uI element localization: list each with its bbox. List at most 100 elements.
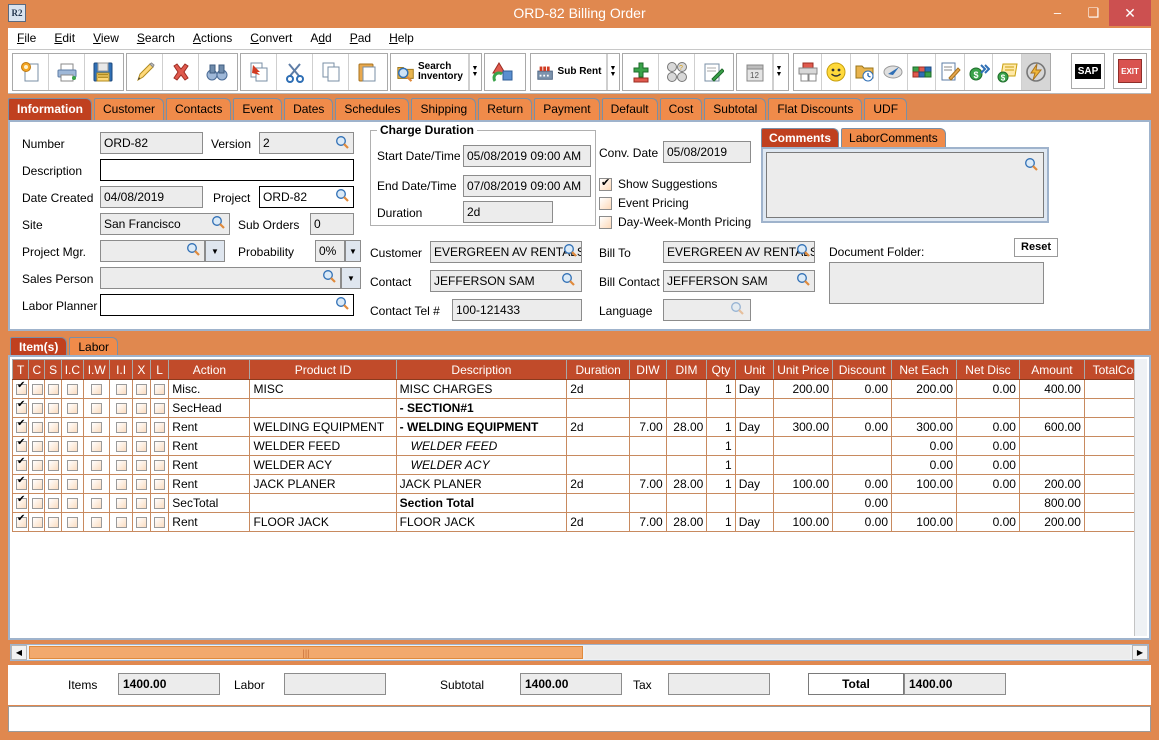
cell-discount[interactable]: 0.00 [832,417,893,437]
checkbox-icon[interactable] [115,517,127,529]
bill-to-search-icon[interactable] [796,243,811,258]
comments-search-icon[interactable] [1024,157,1039,172]
cell-unit-price[interactable] [773,493,834,513]
cut-paste-special-button[interactable] [241,54,277,90]
row-checkbox-cell[interactable] [60,493,85,513]
grid-header-description[interactable]: Description [395,359,568,380]
row-checkbox-cell[interactable] [60,398,85,418]
row-checkbox-cell[interactable] [12,493,30,513]
paste-button[interactable] [349,54,385,90]
cell-diw[interactable] [629,398,667,418]
cell-net-each[interactable]: 300.00 [891,417,957,437]
checkbox-icon[interactable] [135,384,147,396]
row-checkbox-cell[interactable] [131,455,152,475]
cell-net-each[interactable]: 0.00 [891,436,957,456]
cell-duration[interactable]: 2d [566,417,631,437]
cell-unit-price[interactable] [773,436,834,456]
cell-net-disc[interactable] [956,493,1020,513]
checkbox-icon[interactable] [66,403,78,415]
cell-diw[interactable] [629,436,667,456]
row-checkbox-cell[interactable] [150,417,170,437]
new-document-button[interactable] [13,54,49,90]
cell-dim[interactable]: 28.00 [665,512,708,532]
cell-net-each[interactable]: 0.00 [891,455,957,475]
cell-net-each[interactable]: 100.00 [891,474,957,494]
checkbox-icon[interactable] [91,384,103,396]
copy-button[interactable] [313,54,349,90]
cell-unit[interactable] [734,398,775,418]
checkbox-icon[interactable] [48,384,60,396]
grid-header-totalcos[interactable]: TotalCos [1083,359,1140,380]
document-folder-field[interactable] [829,262,1044,304]
row-checkbox-cell[interactable] [83,512,111,532]
row-checkbox-cell[interactable] [83,379,111,399]
grid-header-i-c[interactable]: I.C [60,359,85,380]
checkbox-icon[interactable] [154,422,166,434]
labor-planner-field[interactable] [100,294,354,316]
tab-subtotal[interactable]: Subtotal [704,98,767,120]
row-checkbox-cell[interactable] [60,512,85,532]
maximize-button[interactable]: ❑ [1087,5,1100,20]
calendar-dropdown-icon[interactable]: ▼ ▼ [773,54,784,90]
table-row[interactable]: SecHead - SECTION#1 [12,398,1140,418]
cell-net-disc[interactable]: 0.00 [956,417,1020,437]
checkbox-icon[interactable] [16,457,27,472]
project-search-icon[interactable] [335,188,350,203]
checkbox-icon[interactable] [16,514,27,529]
checkbox-icon[interactable] [135,460,147,472]
checkbox-icon[interactable] [154,403,166,415]
cell-description[interactable]: FLOOR JACK [395,512,568,532]
checkbox-icon[interactable] [115,422,127,434]
cell-description[interactable]: - WELDING EQUIPMENT [395,417,568,437]
tab-labor[interactable]: Labor [69,337,119,357]
cell-action[interactable]: Rent [168,455,251,475]
cell-action[interactable]: Rent [168,417,251,437]
grid-header-c[interactable]: C [28,359,46,380]
menu-item-view[interactable]: View [93,31,119,45]
cell-amount[interactable] [1018,455,1085,475]
grid-header-s[interactable]: S [44,359,62,380]
cell-description[interactable]: - SECTION#1 [395,398,568,418]
grid-header-discount[interactable]: Discount [832,359,893,380]
grid-header-net-each[interactable]: Net Each [891,359,957,380]
checkbox-icon[interactable] [32,479,44,491]
tab-default[interactable]: Default [601,98,658,120]
cell-action[interactable]: Rent [168,436,251,456]
cell-duration[interactable]: 2d [566,474,631,494]
probability-dropdown-icon[interactable]: ▼ [345,240,361,262]
row-checkbox-cell[interactable] [28,436,46,456]
checkbox-icon[interactable] [115,479,127,491]
row-checkbox-cell[interactable] [83,417,111,437]
cell-net-each[interactable]: 100.00 [891,512,957,532]
show-suggestions-checkbox[interactable] [599,176,612,191]
cell-action[interactable]: Rent [168,474,251,494]
row-checkbox-cell[interactable] [109,474,133,494]
menu-item-search[interactable]: Search [136,31,175,45]
cell-product-id[interactable]: MISC [249,379,397,399]
version-field[interactable]: 2 [259,132,354,154]
bill-to-field[interactable]: EVERGREEN AV RENTALS [663,241,815,263]
probability-field[interactable]: 0% [315,240,345,262]
grid-header-i-w[interactable]: I.W [83,359,111,380]
row-checkbox-cell[interactable] [44,417,62,437]
project-mgr-search-icon[interactable] [186,242,201,257]
grid-header-dim[interactable]: DIM [665,359,708,380]
folder-history-button[interactable] [851,54,880,90]
cut-button[interactable] [277,54,313,90]
send-button[interactable] [879,54,908,90]
cell-net-disc[interactable]: 0.00 [956,436,1020,456]
row-checkbox-cell[interactable] [12,455,30,475]
row-checkbox-cell[interactable] [44,455,62,475]
row-checkbox-cell[interactable] [131,417,152,437]
subtotal-field[interactable]: 1400.00 [520,673,622,695]
cell-amount[interactable]: 200.00 [1018,512,1085,532]
tab-payment[interactable]: Payment [534,98,600,120]
row-checkbox-cell[interactable] [60,436,85,456]
row-checkbox-cell[interactable] [28,474,46,494]
checkbox-icon[interactable] [48,498,60,510]
cell-duration[interactable] [566,436,631,456]
event-pricing-checkbox[interactable] [599,197,612,210]
row-checkbox-cell[interactable] [44,398,62,418]
duration-field[interactable]: 2d [463,201,553,223]
